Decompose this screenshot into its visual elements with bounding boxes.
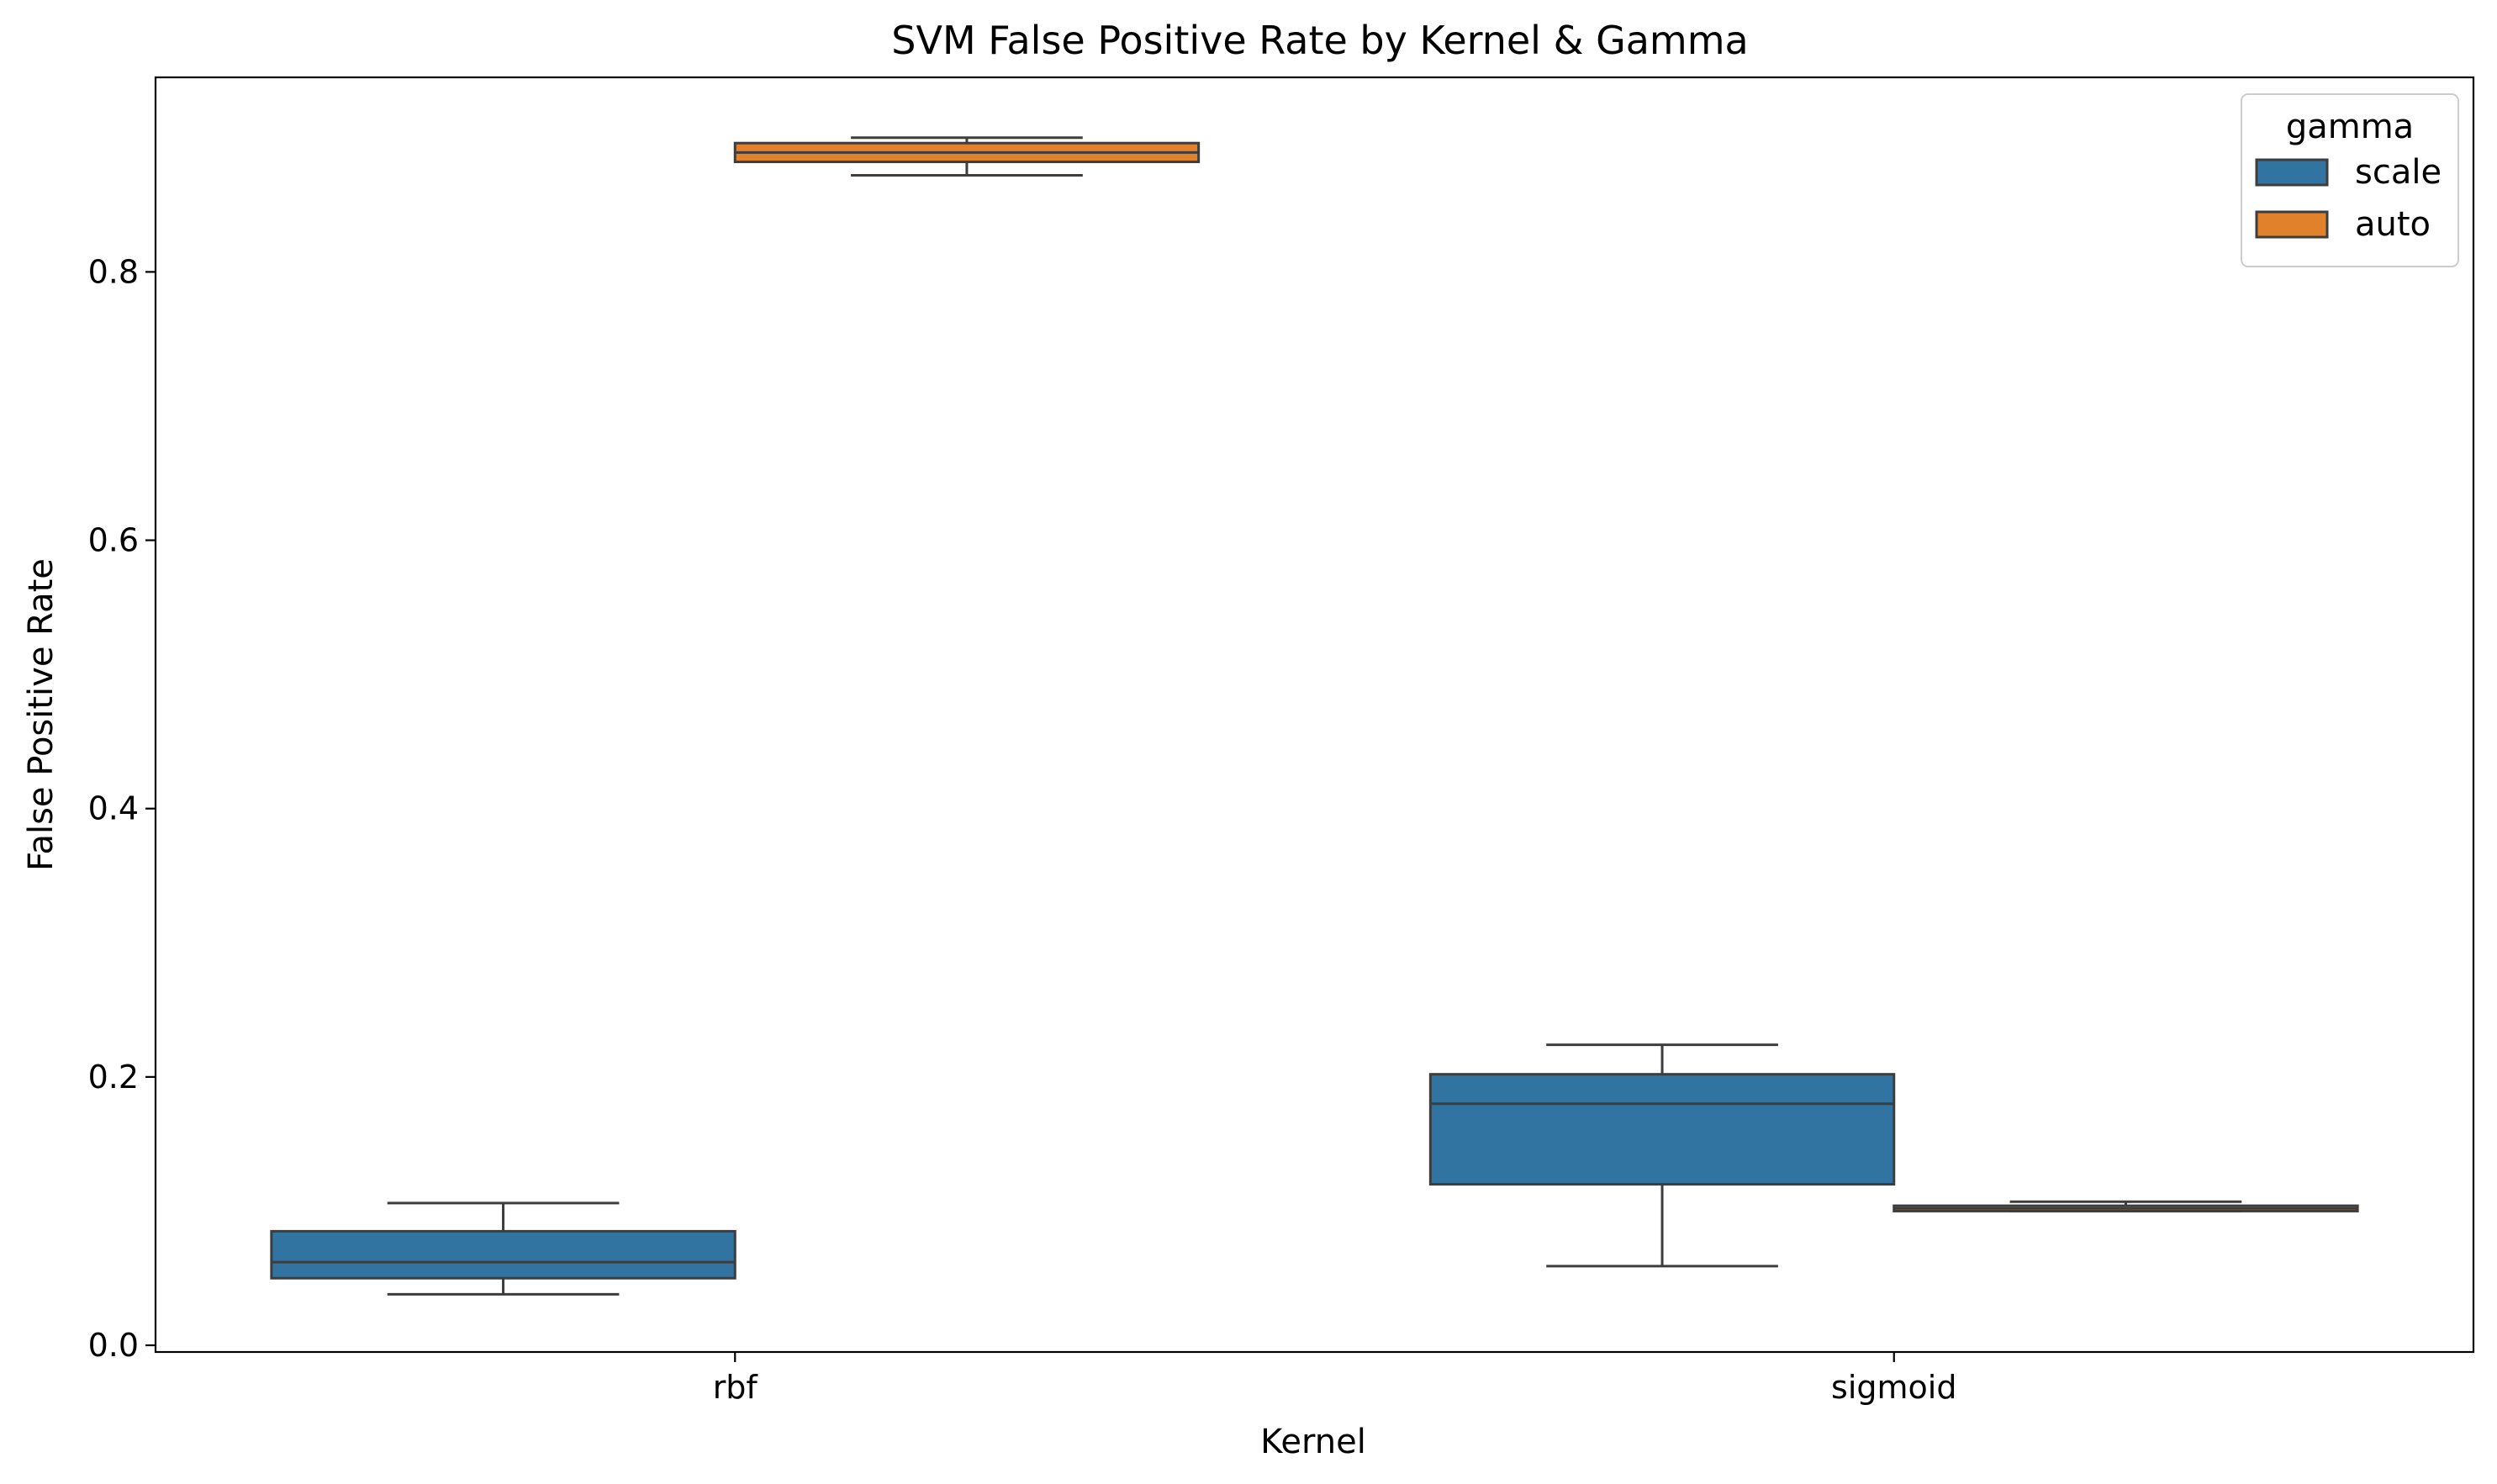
box-scale-rbf [270,1201,736,1296]
y-tick-label: 0.6 [88,522,139,559]
x-axis-label: Kernel [1260,1423,1366,1461]
legend-swatch-scale [2255,158,2329,187]
y-tick-label: 0.4 [88,790,139,827]
legend-title: gamma [2286,108,2414,146]
legend-label-scale: scale [2355,153,2442,192]
x-tick-label: rbf [713,1369,759,1406]
box-auto-rbf [733,136,1201,177]
plot-area: 0.0 0.2 0.4 0.6 0.8 rbf sigmoid [88,76,2475,1406]
box-body [1428,1073,1896,1186]
plot-frame [154,76,2475,1354]
y-tick-label: 0.0 [88,1327,139,1364]
box-auto-sigmoid [1893,1200,2359,1212]
chart-title: SVM False Positive Rate by Kernel & Gamm… [891,18,1748,63]
y-tick-label: 0.2 [88,1059,139,1096]
y-tick-label: 0.8 [88,253,139,290]
box-scale-sigmoid [1428,1043,1896,1268]
legend: gamma scale auto [2241,93,2459,267]
legend-swatch-auto [2255,210,2329,239]
x-tick-label: sigmoid [1831,1369,1956,1406]
box-body [270,1229,736,1280]
y-axis-label: False Positive Rate [22,558,61,871]
legend-label-auto: auto [2355,205,2431,244]
